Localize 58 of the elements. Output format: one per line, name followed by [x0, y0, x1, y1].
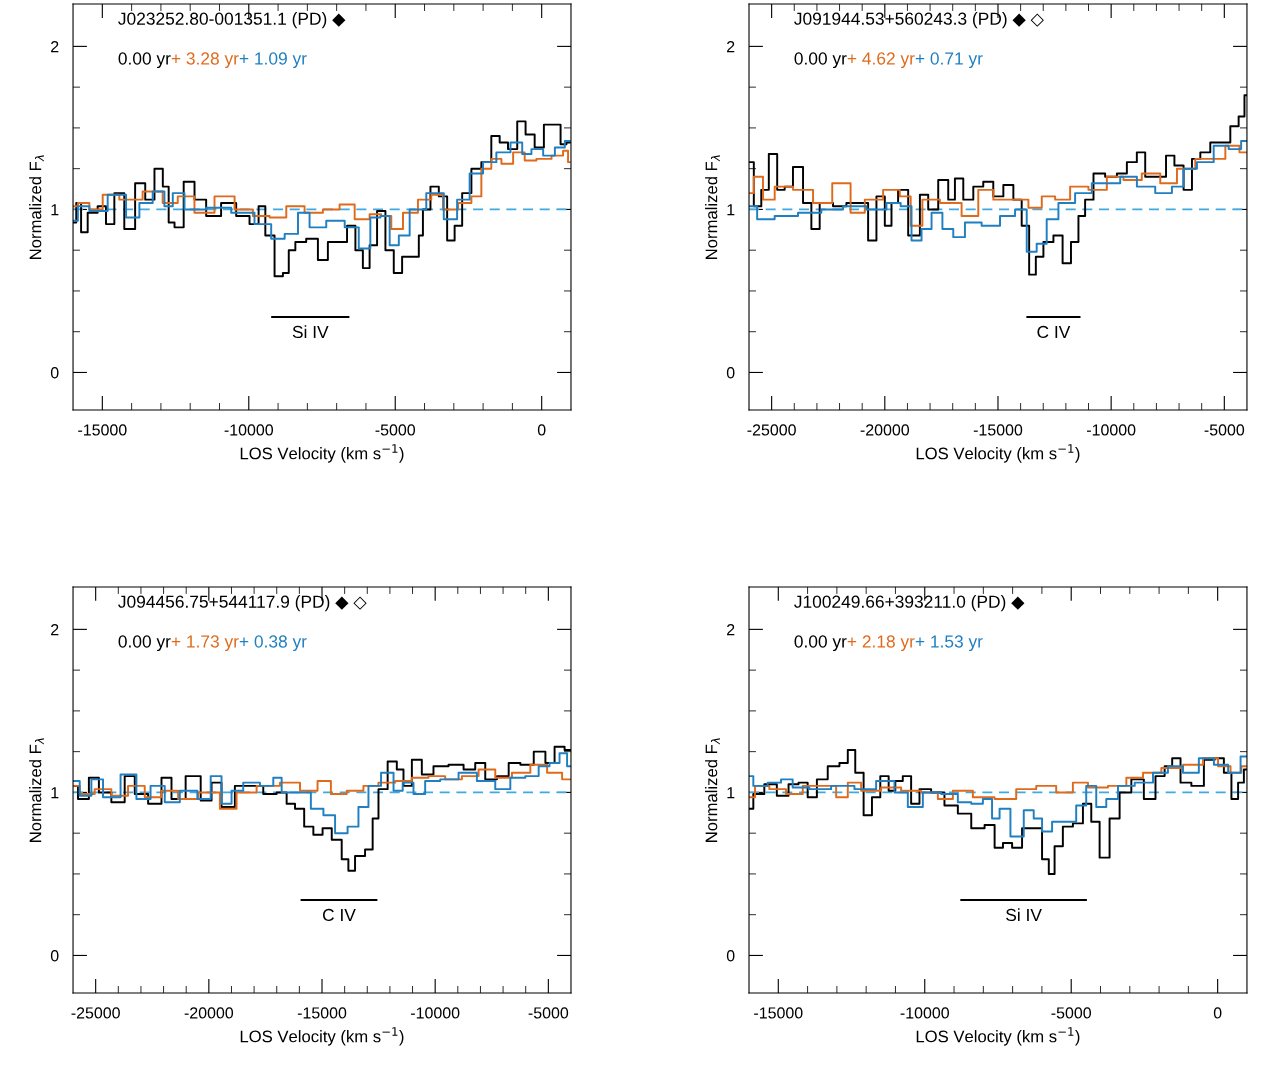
- x-tick-label: -10000: [224, 424, 274, 436]
- y-tick-label: 2: [51, 41, 59, 53]
- annotation: J094456.75+544117.9 (PD) ◆ ◇: [118, 595, 367, 612]
- text: + 3.28 yr: [171, 52, 239, 69]
- annotation: J023252.80-001351.1 (PD) ◆: [118, 12, 346, 29]
- annotation: Si IV: [292, 325, 329, 339]
- x-axis-title: LOS Velocity (km s$^{−1}$): [240, 444, 404, 463]
- y-axis-title: Normalized F$_{λ}$: [29, 738, 44, 842]
- x-tick-label: -15000: [754, 1007, 803, 1019]
- text: + 1.53 yr: [915, 635, 983, 652]
- text: 0.00 yr: [794, 52, 847, 69]
- x-tick-label: -15000: [973, 424, 1023, 436]
- x-tick-label: -10000: [1086, 424, 1136, 436]
- x-tick-label: 0: [1213, 1007, 1222, 1019]
- y-tick-label: 0: [50, 950, 59, 962]
- text: + 4.62 yr: [847, 52, 915, 69]
- y-tick-label: 1: [51, 787, 59, 799]
- annotation: Si IV: [1006, 908, 1042, 922]
- x-axis-title: LOS Velocity (km s$^{−1}$): [916, 1027, 1080, 1046]
- x-tick-label: -20000: [860, 424, 910, 436]
- text: 0.00 yr: [118, 635, 171, 652]
- x-tick-label: -20000: [184, 1007, 234, 1019]
- x-axis-title: LOS Velocity (km s$^{−1}$): [240, 1027, 404, 1046]
- x-tick-label: -15000: [78, 424, 127, 436]
- x-axis-title: LOS Velocity (km s$^{−1}$): [916, 444, 1080, 463]
- x-tick-label: -5000: [1051, 1007, 1092, 1019]
- annotation: C IV: [322, 908, 356, 922]
- y-tick-label: 1: [727, 204, 735, 216]
- x-tick-label: -25000: [747, 424, 796, 436]
- y-tick-label: 2: [727, 624, 735, 636]
- text: + 1.09 yr: [239, 52, 307, 69]
- x-tick-label: -5000: [375, 424, 416, 436]
- x-tick-label: -10000: [900, 1007, 949, 1019]
- y-tick-label: 1: [51, 204, 59, 216]
- y-axis-title: Normalized F$_{λ}$: [29, 155, 44, 259]
- y-tick-label: 0: [726, 367, 735, 379]
- annotation: J100249.66+393211.0 (PD) ◆: [794, 595, 1025, 612]
- x-tick-label: -5000: [1204, 424, 1245, 436]
- text: + 0.38 yr: [239, 635, 307, 652]
- text: + 0.71 yr: [915, 52, 983, 69]
- y-tick-label: 2: [51, 624, 59, 636]
- text: + 2.18 yr: [847, 635, 915, 652]
- y-tick-label: 2: [727, 41, 735, 53]
- y-tick-label: 1: [727, 787, 735, 799]
- text: 0.00 yr: [118, 52, 171, 69]
- text: + 1.73 yr: [171, 635, 239, 652]
- annotation: C IV: [1037, 325, 1071, 339]
- y-tick-label: 0: [50, 367, 59, 379]
- x-tick-label: -15000: [297, 1007, 347, 1019]
- x-tick-label: -10000: [411, 1007, 460, 1019]
- y-axis-title: Normalized F$_{λ}$: [705, 738, 720, 842]
- x-tick-label: -5000: [528, 1007, 569, 1019]
- annotation: J091944.53+560243.3 (PD) ◆ ◇: [794, 12, 1044, 29]
- text: 0.00 yr: [794, 635, 847, 652]
- y-tick-label: 0: [726, 950, 735, 962]
- x-tick-label: -25000: [71, 1007, 120, 1019]
- x-tick-label: 0: [537, 424, 546, 436]
- y-axis-title: Normalized F$_{λ}$: [705, 155, 720, 259]
